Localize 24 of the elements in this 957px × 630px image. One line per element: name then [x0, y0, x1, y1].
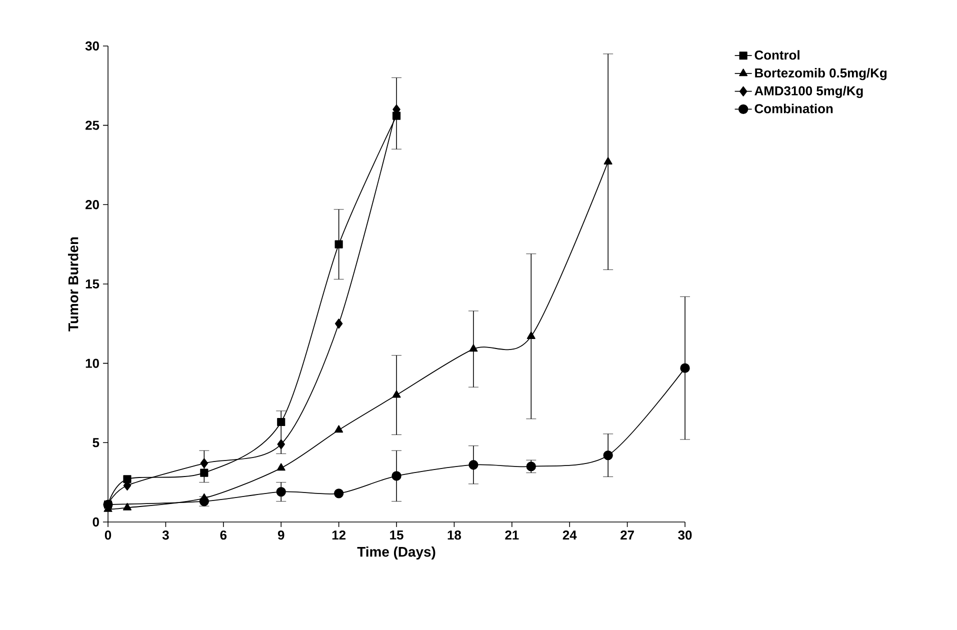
- x-axis-title: Time (Days): [357, 546, 436, 560]
- legend-label: Control: [754, 50, 800, 60]
- legend-label: Combination: [754, 104, 833, 114]
- x-tick-label: 24: [562, 530, 577, 540]
- y-tick-label: 15: [86, 279, 100, 288]
- y-tick-label: 30: [85, 41, 99, 51]
- x-tick-label: 30: [678, 530, 692, 540]
- y-tick-label: 20: [86, 200, 99, 210]
- y-tick-label: 10: [86, 358, 99, 368]
- x-tick-label: 9: [278, 530, 284, 540]
- y-tick-label: 5: [92, 438, 100, 448]
- legend-label: AMD3100 5mg/Kg: [754, 86, 863, 98]
- x-tick-label: 27: [620, 530, 634, 540]
- x-tick-label: 21: [505, 530, 519, 540]
- x-tick-label: 15: [390, 530, 404, 540]
- x-tick-label: 0: [104, 530, 112, 540]
- y-axis-title: Tumor Burden: [68, 237, 78, 332]
- x-tick-label: 12: [332, 530, 346, 540]
- y-tick-label: 25: [86, 120, 100, 130]
- x-tick-label: 6: [220, 530, 227, 540]
- legend-label: Bortezomib 0.5mg/Kg: [755, 68, 887, 80]
- y-tick-label: 0: [92, 517, 99, 527]
- x-tick-label: 18: [448, 530, 462, 540]
- x-tick-label: 3: [162, 530, 169, 540]
